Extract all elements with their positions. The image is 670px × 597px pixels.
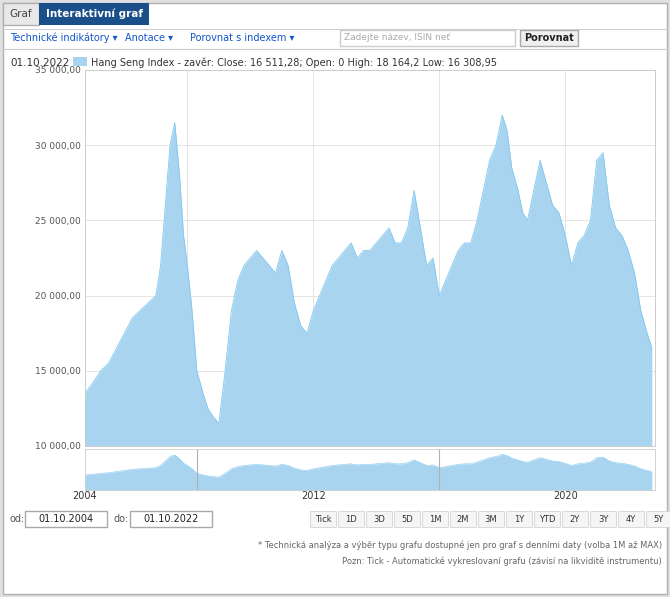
Text: 1Y: 1Y [514,515,524,524]
Text: 1M: 1M [429,515,442,524]
FancyBboxPatch shape [130,511,212,527]
FancyBboxPatch shape [520,30,578,46]
Text: Technické indikátory ▾: Technické indikátory ▾ [10,33,117,43]
Text: Porovnat s indexem ▾: Porovnat s indexem ▾ [190,33,294,43]
FancyBboxPatch shape [422,511,448,527]
Text: 3M: 3M [484,515,497,524]
FancyBboxPatch shape [618,511,644,527]
Text: Interaktivní graf: Interaktivní graf [46,9,143,19]
Text: YTD: YTD [539,515,555,524]
Text: Tick: Tick [315,515,331,524]
Text: Pozn: Tick - Automatické vykreslovaní grafu (závisí na likviditě instrumentu): Pozn: Tick - Automatické vykreslovaní gr… [342,556,662,566]
Text: 5D: 5D [401,515,413,524]
Text: do:: do: [114,514,129,524]
FancyBboxPatch shape [590,511,616,527]
Text: Graf: Graf [9,9,32,19]
FancyBboxPatch shape [340,30,515,46]
FancyBboxPatch shape [3,3,39,25]
Text: 2Y: 2Y [570,515,580,524]
Text: Hang Seng Index - zavěr: Close: 16 511,28; Open: 0 High: 18 164,2 Low: 16 308,95: Hang Seng Index - zavěr: Close: 16 511,2… [91,58,497,68]
Text: 5Y: 5Y [654,515,664,524]
FancyBboxPatch shape [478,511,504,527]
Text: Anotace ▾: Anotace ▾ [125,33,173,43]
FancyBboxPatch shape [366,511,392,527]
Text: 4Y: 4Y [626,515,636,524]
Text: Zadejte název, ISIN neť: Zadejte název, ISIN neť [344,33,450,42]
FancyBboxPatch shape [3,3,667,594]
Text: 01.10.2022: 01.10.2022 [10,58,70,68]
Text: 2M: 2M [457,515,469,524]
FancyBboxPatch shape [338,511,364,527]
FancyBboxPatch shape [562,511,588,527]
Text: 1D: 1D [345,515,357,524]
FancyBboxPatch shape [394,511,420,527]
FancyBboxPatch shape [506,511,532,527]
Text: od:: od: [10,514,25,524]
Text: * Technická analýza a výběr typu grafu dostupné jen pro graf s denními daty (vol: * Technická analýza a výběr typu grafu d… [258,540,662,550]
Text: 3D: 3D [373,515,385,524]
FancyBboxPatch shape [534,511,560,527]
Text: 3Y: 3Y [598,515,608,524]
FancyBboxPatch shape [310,511,336,527]
Text: 01.10.2022: 01.10.2022 [143,514,199,524]
FancyBboxPatch shape [73,57,87,66]
FancyBboxPatch shape [25,511,107,527]
Text: Porovnat: Porovnat [524,33,574,43]
FancyBboxPatch shape [646,511,670,527]
FancyBboxPatch shape [450,511,476,527]
Text: 01.10.2004: 01.10.2004 [38,514,94,524]
FancyBboxPatch shape [39,3,149,25]
